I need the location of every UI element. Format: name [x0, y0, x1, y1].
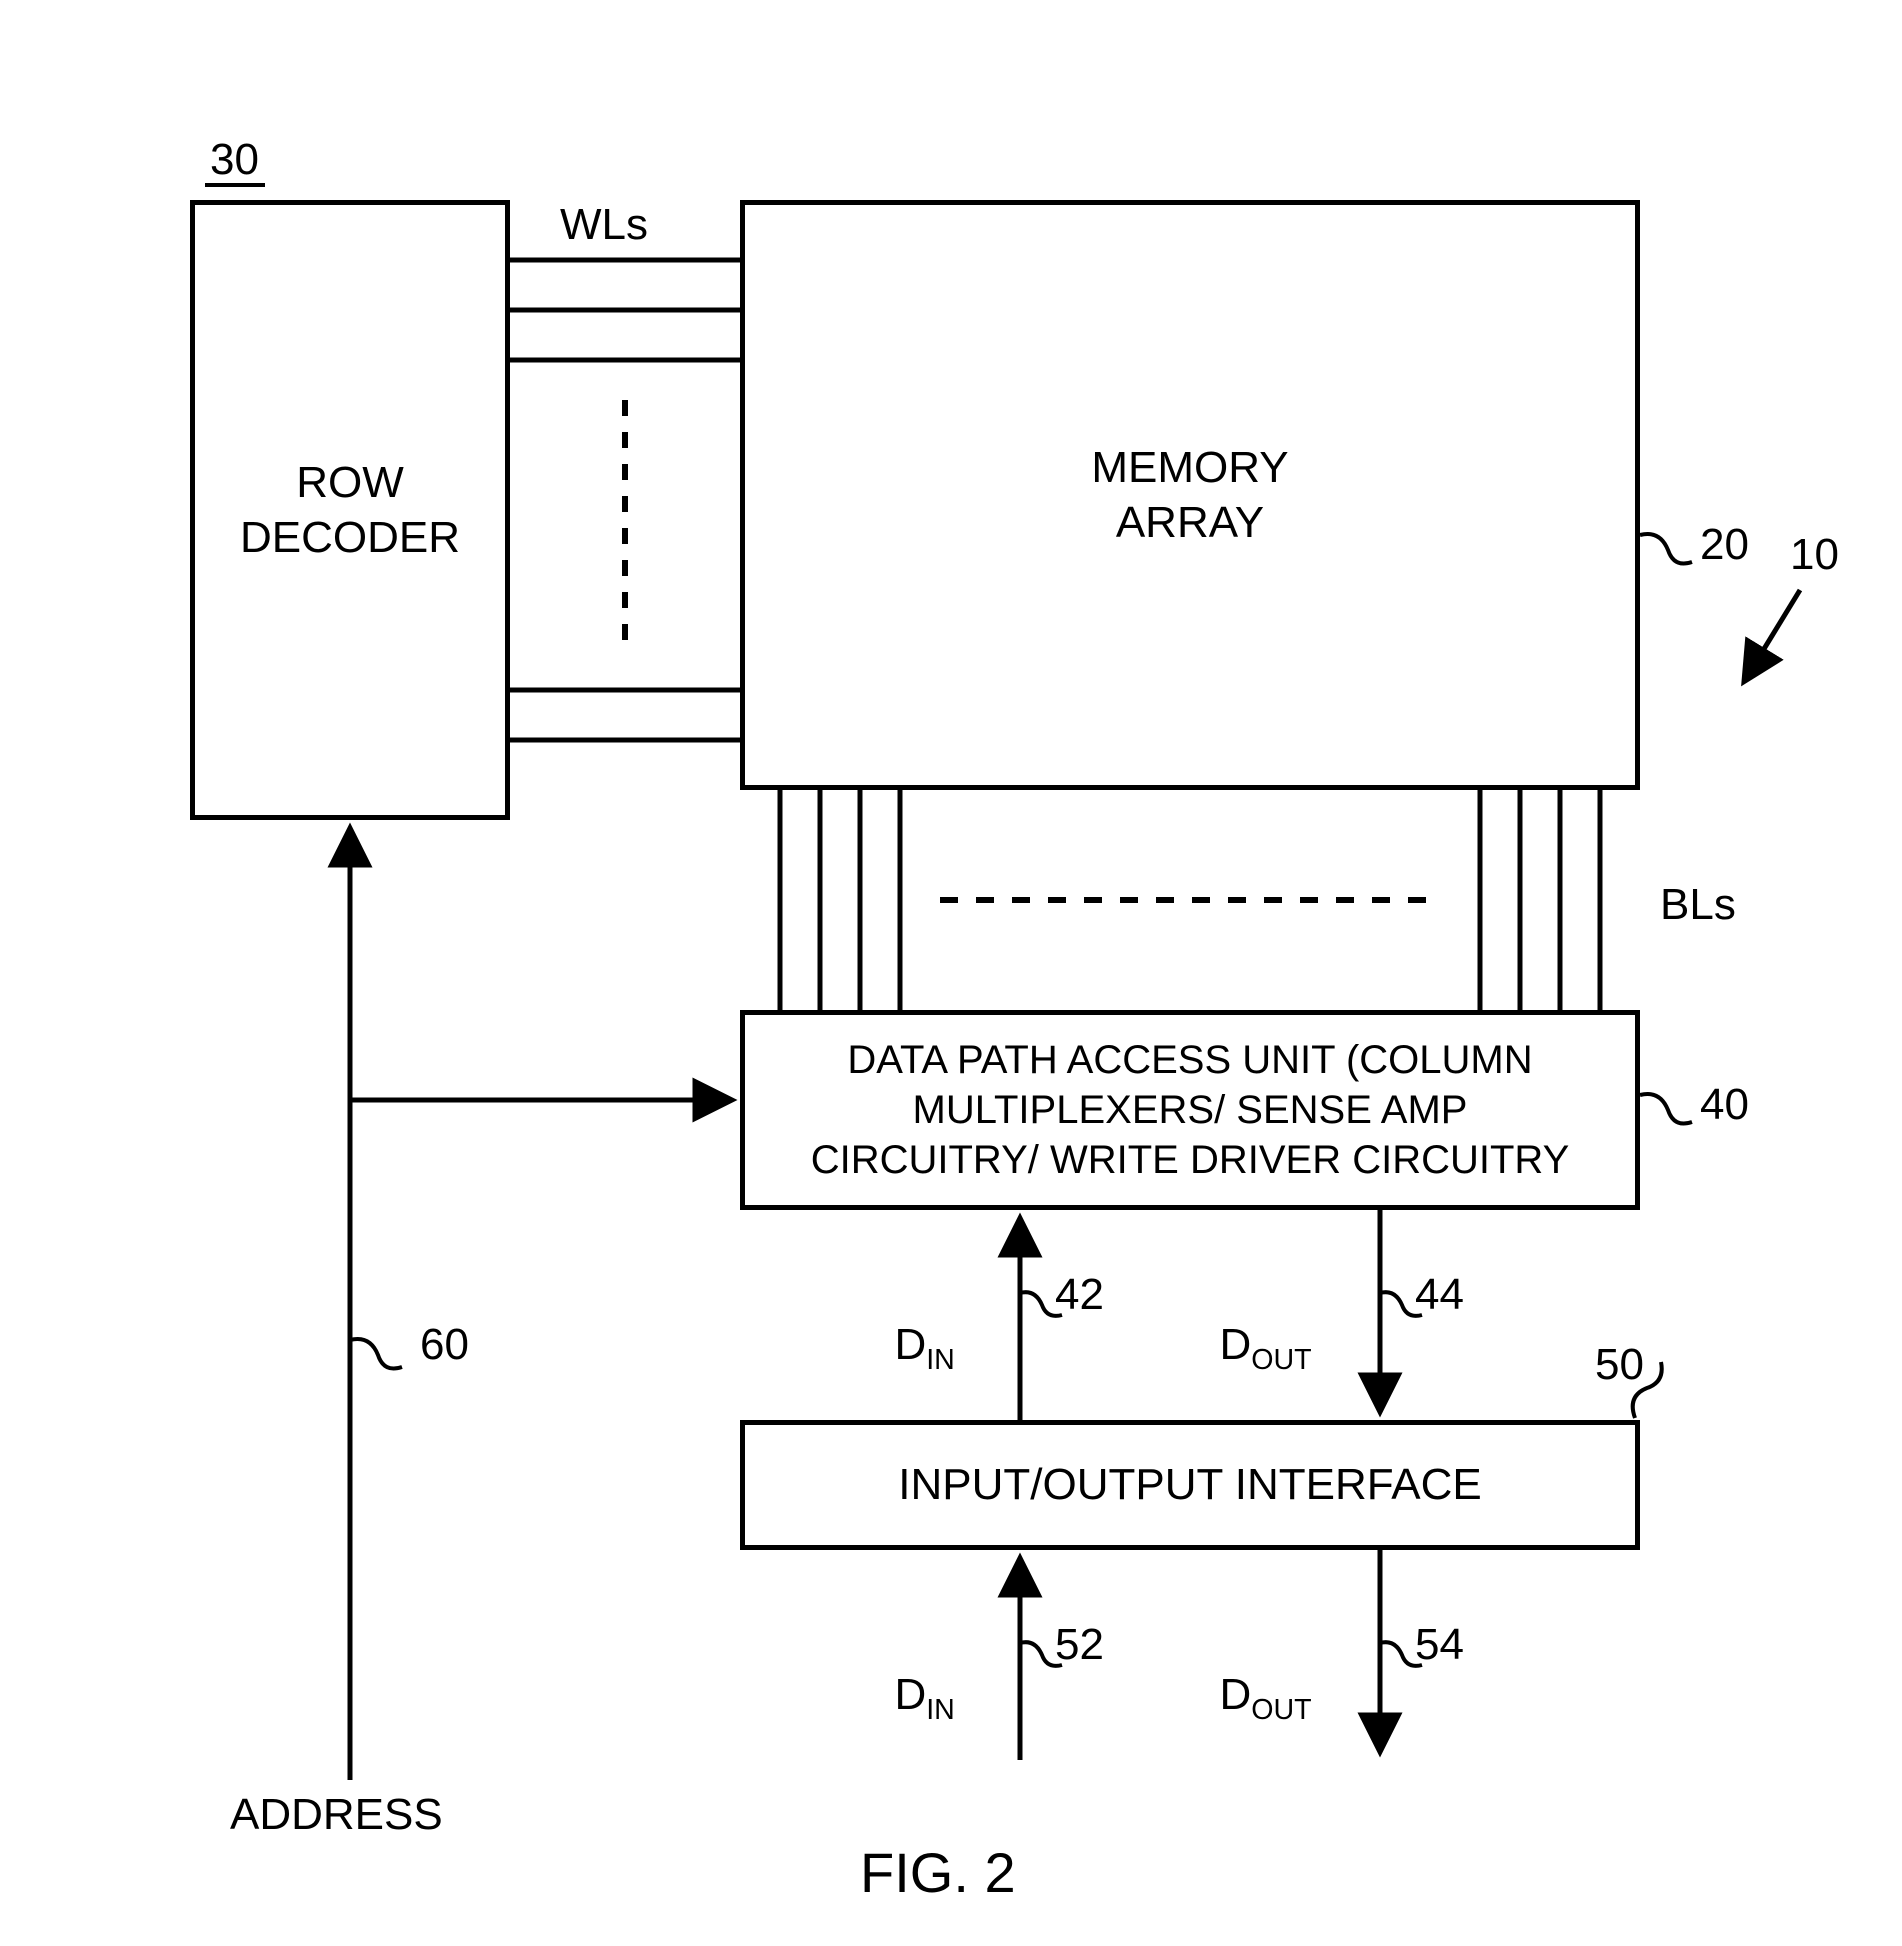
ref-52: 52: [1055, 1620, 1104, 1670]
ref10-arrow: [1745, 590, 1800, 680]
memory-array-label: MEMORY ARRAY: [1091, 440, 1288, 550]
row-decoder-block: ROW DECODER: [190, 200, 510, 820]
ref-20: 20: [1700, 520, 1749, 570]
figure-label: FIG. 2: [860, 1840, 1016, 1905]
io-interface-block: INPUT/OUTPUT INTERFACE: [740, 1420, 1640, 1550]
data-path-label: DATA PATH ACCESS UNIT (COLUMN MULTIPLEXE…: [811, 1035, 1570, 1185]
ref-30: 30: [210, 135, 259, 185]
dout-upper-label: DOUT: [1195, 1270, 1312, 1377]
din-lower-label: DIN: [870, 1620, 955, 1727]
ref-54: 54: [1415, 1620, 1464, 1670]
address-label: ADDRESS: [230, 1790, 443, 1840]
row-decoder-label: ROW DECODER: [240, 455, 460, 565]
io-interface-label: INPUT/OUTPUT INTERFACE: [898, 1460, 1481, 1510]
address-line: [350, 830, 730, 1780]
ref-60: 60: [420, 1320, 469, 1370]
ref-50: 50: [1595, 1340, 1644, 1390]
memory-array-block: MEMORY ARRAY: [740, 200, 1640, 790]
ref-44: 44: [1415, 1270, 1464, 1320]
bitlines: [780, 790, 1600, 1010]
din-upper-label: DIN: [870, 1270, 955, 1377]
wls-label: WLs: [560, 200, 648, 250]
data-path-block: DATA PATH ACCESS UNIT (COLUMN MULTIPLEXE…: [740, 1010, 1640, 1210]
ref-10: 10: [1790, 530, 1839, 580]
wordlines: [510, 260, 740, 740]
dout-lower-label: DOUT: [1195, 1620, 1312, 1727]
ref-40: 40: [1700, 1080, 1749, 1130]
ref-42: 42: [1055, 1270, 1104, 1320]
bls-label: BLs: [1660, 880, 1736, 930]
